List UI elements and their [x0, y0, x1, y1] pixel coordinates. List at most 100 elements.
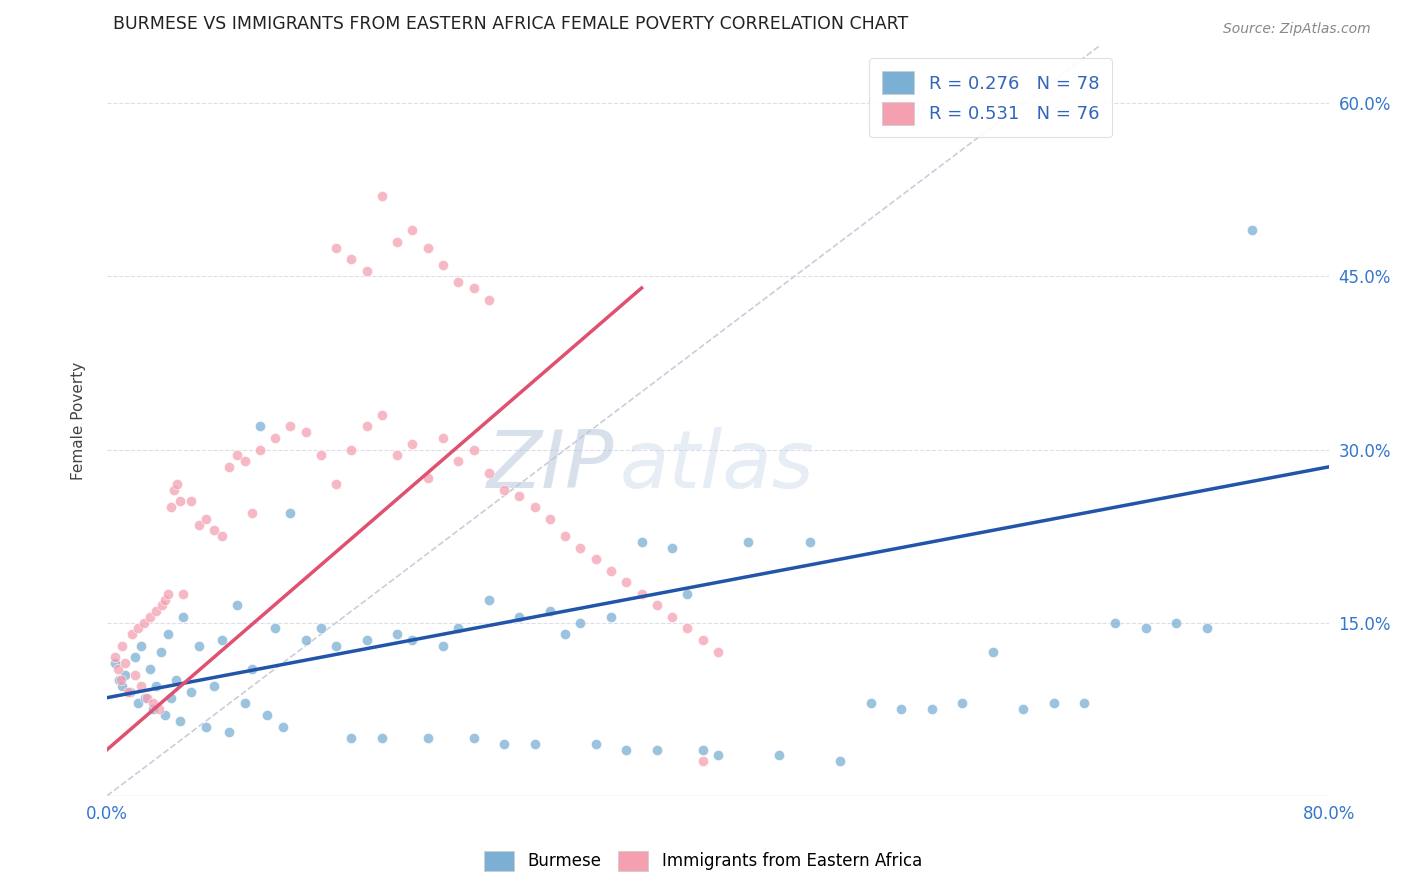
Point — [447, 454, 470, 468]
Y-axis label: Female Poverty: Female Poverty — [72, 361, 86, 480]
Point — [645, 599, 668, 613]
Point — [117, 685, 139, 699]
Point — [356, 419, 378, 434]
Point — [309, 622, 332, 636]
Point — [401, 632, 423, 647]
Point — [661, 610, 683, 624]
Point — [478, 293, 501, 307]
Point — [264, 622, 287, 636]
Point — [124, 650, 146, 665]
Point — [890, 702, 912, 716]
Point — [494, 737, 516, 751]
Point — [108, 673, 131, 688]
Point — [110, 673, 132, 688]
Point — [981, 644, 1004, 658]
Point — [225, 448, 247, 462]
Point — [180, 494, 202, 508]
Point — [233, 454, 256, 468]
Point — [340, 252, 363, 267]
Point — [463, 442, 485, 457]
Point — [157, 627, 180, 641]
Point — [139, 610, 162, 624]
Point — [692, 754, 714, 768]
Point — [478, 466, 501, 480]
Point — [325, 477, 347, 491]
Point — [538, 604, 561, 618]
Point — [630, 534, 652, 549]
Point — [294, 632, 316, 647]
Point — [211, 529, 233, 543]
Point — [1073, 697, 1095, 711]
Point — [1135, 622, 1157, 636]
Point — [463, 731, 485, 745]
Point — [371, 188, 394, 202]
Point — [127, 622, 149, 636]
Point — [401, 437, 423, 451]
Point — [148, 702, 170, 716]
Point — [401, 223, 423, 237]
Point — [494, 483, 516, 497]
Point — [127, 697, 149, 711]
Legend: Burmese, Immigrants from Eastern Africa: Burmese, Immigrants from Eastern Africa — [475, 842, 931, 880]
Point — [356, 263, 378, 277]
Point — [585, 552, 607, 566]
Point — [387, 448, 409, 462]
Point — [676, 587, 699, 601]
Text: atlas: atlas — [620, 426, 815, 505]
Point — [233, 697, 256, 711]
Point — [523, 500, 546, 515]
Point — [172, 610, 194, 624]
Point — [707, 644, 730, 658]
Point — [661, 541, 683, 555]
Point — [554, 627, 576, 641]
Point — [1012, 702, 1035, 716]
Point — [124, 667, 146, 681]
Point — [202, 679, 225, 693]
Point — [165, 673, 187, 688]
Point — [799, 534, 821, 549]
Point — [134, 690, 156, 705]
Point — [416, 471, 439, 485]
Point — [240, 506, 263, 520]
Point — [1195, 622, 1218, 636]
Point — [157, 587, 180, 601]
Point — [447, 622, 470, 636]
Point — [135, 690, 157, 705]
Point — [187, 639, 209, 653]
Point — [180, 685, 202, 699]
Point — [645, 742, 668, 756]
Point — [600, 610, 623, 624]
Point — [387, 627, 409, 641]
Point — [153, 708, 176, 723]
Point — [1104, 615, 1126, 630]
Point — [195, 512, 218, 526]
Point — [707, 748, 730, 763]
Point — [1164, 615, 1187, 630]
Point — [169, 494, 191, 508]
Point — [859, 697, 882, 711]
Point — [163, 483, 186, 497]
Point — [432, 639, 454, 653]
Point — [271, 719, 294, 733]
Point — [218, 459, 240, 474]
Point — [249, 419, 271, 434]
Point — [166, 477, 188, 491]
Point — [325, 639, 347, 653]
Point — [692, 742, 714, 756]
Point — [172, 587, 194, 601]
Point — [139, 662, 162, 676]
Text: Source: ZipAtlas.com: Source: ZipAtlas.com — [1223, 22, 1371, 37]
Point — [111, 639, 134, 653]
Point — [692, 632, 714, 647]
Point — [218, 725, 240, 739]
Point — [145, 679, 167, 693]
Point — [523, 737, 546, 751]
Point — [416, 241, 439, 255]
Point — [114, 667, 136, 681]
Point — [463, 281, 485, 295]
Point — [211, 632, 233, 647]
Point — [225, 599, 247, 613]
Point — [447, 275, 470, 289]
Point — [585, 737, 607, 751]
Point — [160, 500, 183, 515]
